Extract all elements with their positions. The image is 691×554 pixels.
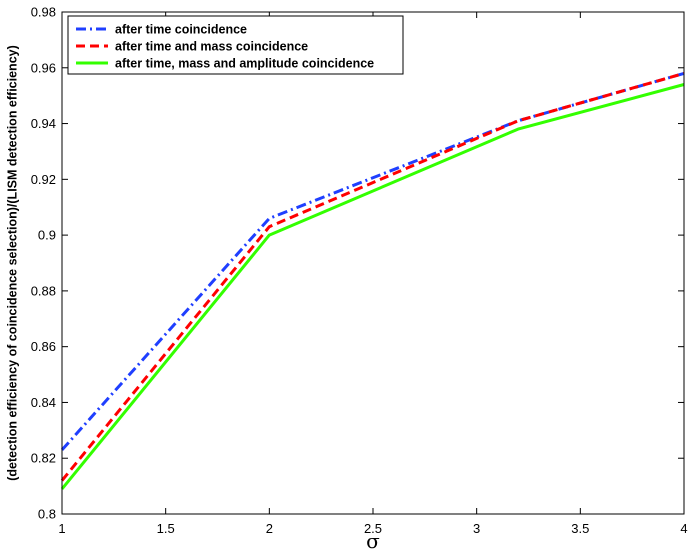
x-tick-label: 2 <box>266 521 273 536</box>
y-tick-label: 0.82 <box>31 451 56 466</box>
series-line-3 <box>60 83 685 490</box>
y-tick-label: 0.88 <box>31 283 56 298</box>
plot-area <box>62 12 684 514</box>
legend-label: after time and mass coincidence <box>115 40 308 54</box>
series-layer <box>60 71 685 490</box>
x-tick-label: 3 <box>473 521 480 536</box>
y-axis-label: (detection efficiency of coincidence sel… <box>5 45 19 481</box>
legend-label: after time coincidence <box>115 23 247 37</box>
y-tick-label: 0.84 <box>31 395 56 410</box>
legend: after time coincidence after time and mas… <box>67 15 404 75</box>
y-tick-label: 0.8 <box>38 507 56 522</box>
series-line-1 <box>60 71 685 451</box>
x-tick-label: 4 <box>680 521 687 536</box>
series-line-2 <box>60 71 685 482</box>
x-tick-label: 1.5 <box>157 521 175 536</box>
y-tick-label: 0.9 <box>38 228 56 243</box>
legend-box <box>67 15 404 75</box>
y-tick-label: 0.86 <box>31 339 56 354</box>
x-tick-label: 1 <box>58 521 65 536</box>
ticks-layer: 1 1.5 2 2.5 3 3.5 4 0.8 0.82 0.84 0.86 0.88 0.9 0.92 0… <box>31 5 688 537</box>
x-axis-label: σ <box>366 529 380 553</box>
y-tick-label: 0.94 <box>31 116 56 131</box>
legend-label: after time, mass and amplitude coinciden… <box>115 57 374 71</box>
x-tick-label: 3.5 <box>571 521 589 536</box>
y-tick-label: 0.98 <box>31 5 56 20</box>
y-tick-label: 0.96 <box>31 60 56 75</box>
y-tick-label: 0.92 <box>31 172 56 187</box>
x-tick-label: 2.5 <box>364 521 382 536</box>
